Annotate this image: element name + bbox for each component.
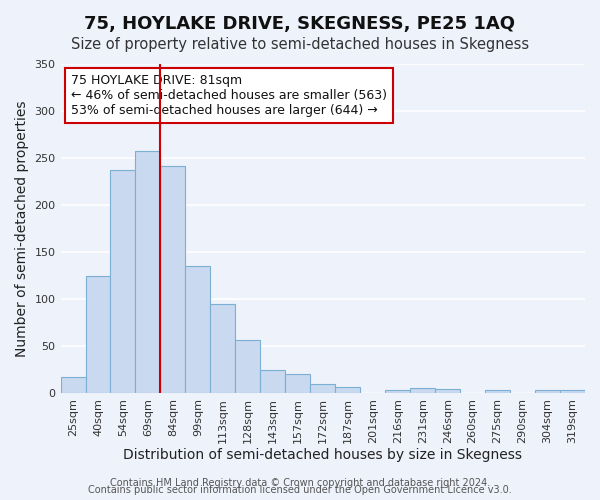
Bar — [86, 276, 110, 393]
Text: Contains public sector information licensed under the Open Government Licence v3: Contains public sector information licen… — [88, 485, 512, 495]
Bar — [61, 377, 86, 393]
Bar — [385, 390, 410, 393]
Bar — [485, 390, 510, 393]
Bar — [110, 170, 136, 393]
Bar — [560, 390, 585, 393]
Bar — [535, 390, 560, 393]
Bar — [185, 266, 211, 393]
Bar — [310, 384, 335, 393]
Text: 75 HOYLAKE DRIVE: 81sqm
← 46% of semi-detached houses are smaller (563)
53% of s: 75 HOYLAKE DRIVE: 81sqm ← 46% of semi-de… — [71, 74, 387, 117]
Text: 75, HOYLAKE DRIVE, SKEGNESS, PE25 1AQ: 75, HOYLAKE DRIVE, SKEGNESS, PE25 1AQ — [85, 15, 515, 33]
Bar — [410, 388, 435, 393]
Text: Contains HM Land Registry data © Crown copyright and database right 2024.: Contains HM Land Registry data © Crown c… — [110, 478, 490, 488]
Bar — [136, 150, 160, 393]
Text: Size of property relative to semi-detached houses in Skegness: Size of property relative to semi-detach… — [71, 38, 529, 52]
Bar — [260, 370, 286, 393]
Bar — [335, 388, 360, 393]
Bar — [435, 390, 460, 393]
Bar — [160, 166, 185, 393]
Bar — [211, 304, 235, 393]
Bar — [286, 374, 310, 393]
Y-axis label: Number of semi-detached properties: Number of semi-detached properties — [15, 100, 29, 357]
Bar — [235, 340, 260, 393]
X-axis label: Distribution of semi-detached houses by size in Skegness: Distribution of semi-detached houses by … — [123, 448, 522, 462]
